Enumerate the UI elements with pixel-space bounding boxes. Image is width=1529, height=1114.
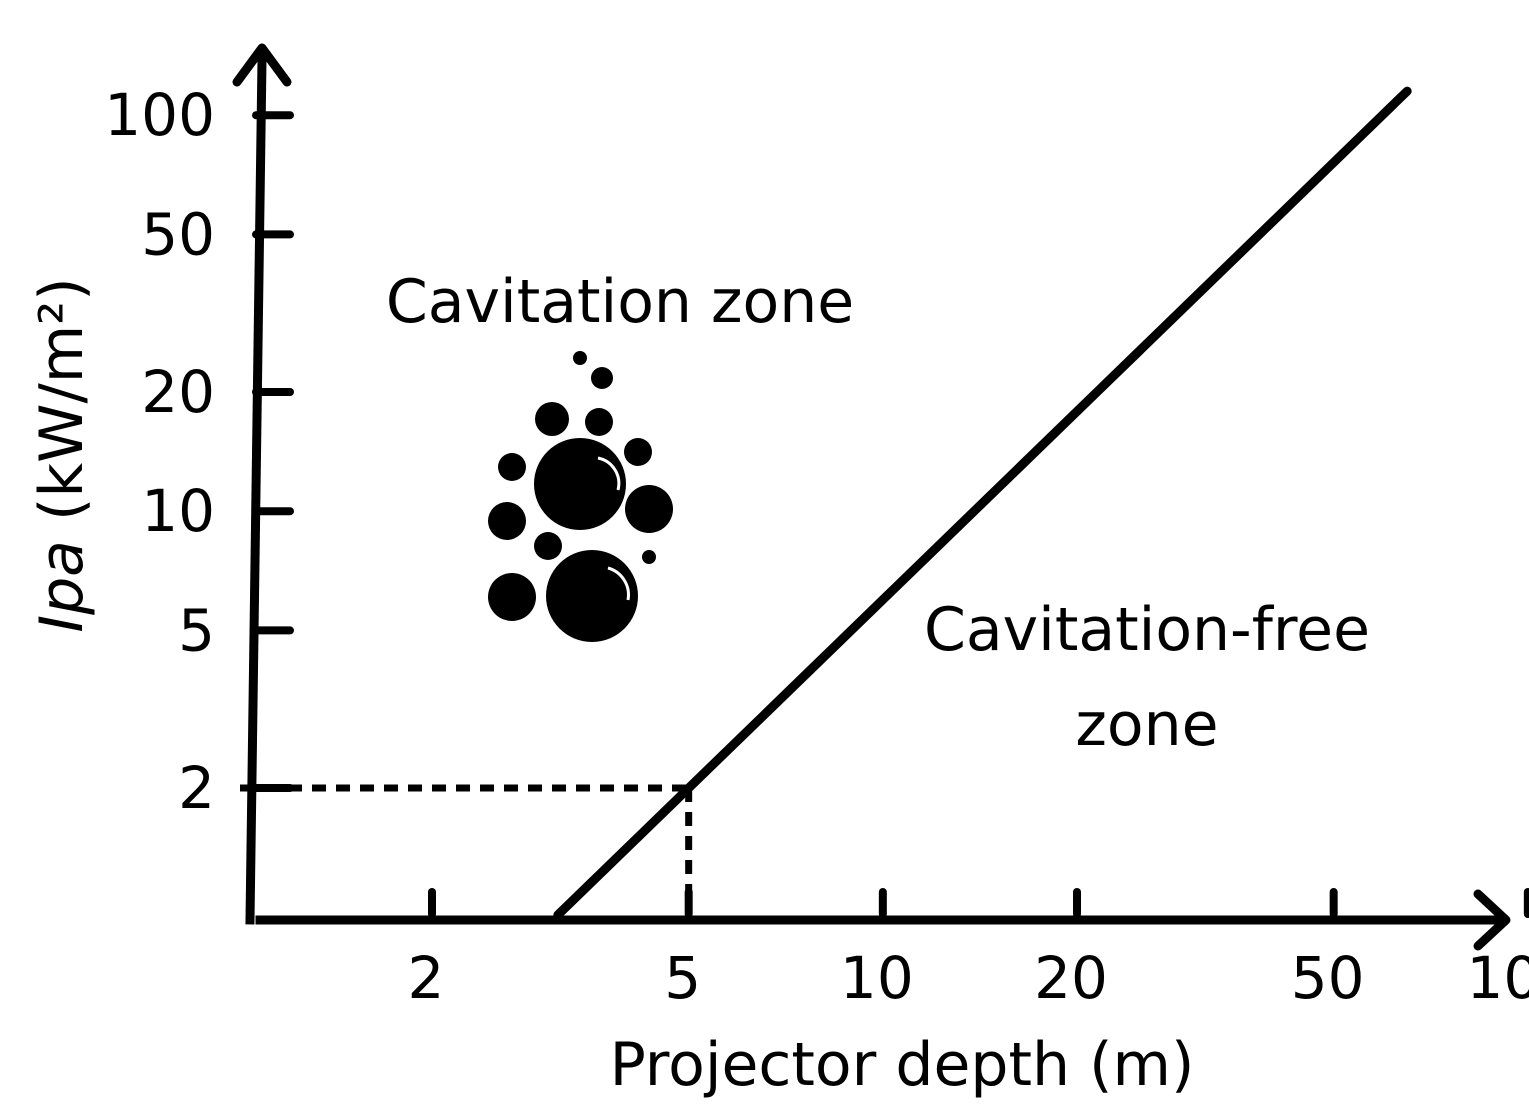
x-tick-label-2: 2 [408,944,445,1012]
y-tick-label-20: 20 [141,358,215,426]
y-tick-label-2: 2 [178,754,215,822]
x-tick-label-50: 50 [1291,944,1365,1012]
x-axis-arrow [1473,889,1511,951]
y-tick-label-10: 10 [141,477,215,545]
cavitation-free-zone-label-line1: Cavitation-free [924,595,1370,665]
y-axis-arrow [232,43,292,87]
y-axis-label-symbol: Ipa [27,540,97,633]
cavitation-free-zone-label-line2: zone [1075,690,1218,760]
y-tick-label-5: 5 [178,596,215,664]
x-tick-label-20: 20 [1034,944,1108,1012]
x-tick-label-5: 5 [664,944,701,1012]
y-axis-label: Ipa (kW/m²) [27,277,97,632]
cavitation-threshold-line [553,86,1412,920]
y-axis-label-unit: (kW/m²) [27,277,97,521]
cavitation-zone-label: Cavitation zone [386,267,854,337]
x-axis-label: Projector depth (m) [610,1030,1195,1100]
y-tick-label-50: 50 [141,200,215,268]
y-ticks: 2 5 10 20 50 100 [104,81,294,822]
x-ticks: 2 5 10 20 50 100 [408,888,1529,1012]
y-tick-label-100: 100 [104,81,215,149]
x-tick-label-10: 10 [840,944,914,1012]
y-axis [245,55,267,925]
cavitation-bubbles-icon [488,351,673,642]
x-tick-label-100: 100 [1466,944,1529,1012]
